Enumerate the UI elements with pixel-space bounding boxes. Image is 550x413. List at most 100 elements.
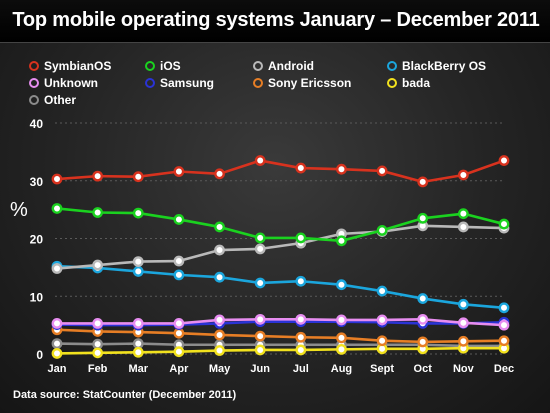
chart-title: Top mobile operating systems January – D… [12,9,540,31]
series-line [56,328,505,344]
x-tick-label: Nov [453,363,475,375]
legend-label: BlackBerry OS [402,59,486,73]
data-point [376,225,388,236]
data-point [336,279,347,291]
data-point [51,263,63,274]
y-tick-label: 40 [30,117,44,131]
data-point [336,314,347,326]
data-point [214,314,225,326]
data-point [132,256,144,267]
x-tick-label: Jun [250,363,270,375]
x-tick-label: Mar [128,363,148,375]
data-point [214,221,225,233]
data-point [173,214,185,225]
legend-marker [387,78,397,88]
data-point [417,212,429,224]
data-point [376,314,388,326]
data-point [132,346,144,358]
data-point [173,317,185,329]
legend-marker [253,78,263,88]
series-line [56,224,505,270]
data-point [376,285,388,297]
series-line [56,207,505,243]
source-note: Data source: StatCounter (December 2011) [13,389,237,401]
y-tick-label: 20 [30,233,44,247]
legend-marker [29,78,39,88]
data-point [336,163,347,175]
data-point [376,165,388,177]
x-tick-label: Apr [169,363,189,375]
legend-label: Unknown [44,76,98,90]
data-point [498,302,510,314]
data-point [92,259,104,271]
data-point [51,173,63,185]
legend-label: SymbianOS [44,59,111,73]
y-tick-label: 10 [30,290,44,304]
data-point [457,221,469,233]
data-point [336,343,347,355]
data-point [295,162,307,174]
data-point [214,345,225,356]
legend-marker [145,61,155,71]
data-point [92,347,104,359]
data-point [51,317,63,329]
legend-label: Sony Ericsson [268,76,351,90]
data-point [214,271,225,283]
data-point [295,232,307,244]
data-point [254,232,266,244]
data-point [254,330,266,342]
data-point [295,344,307,356]
data-point [498,155,510,166]
legend-marker [253,61,263,71]
legend-marker [145,78,155,88]
data-point [417,176,429,188]
data-point [457,298,469,310]
legend-label: iOS [160,59,181,73]
x-tick-label: Jul [293,363,309,375]
data-point [457,169,469,181]
x-tick-label: Jan [48,363,67,375]
data-point [132,338,144,350]
legend-marker [387,61,397,71]
data-point [376,335,388,347]
data-point [254,155,266,166]
series-line [56,346,504,355]
data-point [132,317,144,329]
data-point [173,166,185,177]
y-tick-label: 30 [30,175,44,189]
data-point [498,218,510,230]
data-point [417,293,429,304]
data-point [295,275,307,287]
data-point [254,344,266,356]
legend-label: Other [44,93,76,107]
data-point [336,235,347,247]
series-line [56,342,504,348]
legend-label: bada [402,76,430,90]
data-point [254,243,266,255]
data-point [92,207,104,218]
x-tick-label: Oct [414,363,433,375]
y-tick-label: 0 [36,348,43,362]
data-point [214,244,225,256]
data-point [92,170,104,182]
data-point [132,207,144,219]
legend-label: Samsung [160,76,214,90]
series-line [56,264,505,310]
data-point [132,266,144,277]
title-bar: Top mobile operating systems January – D… [0,0,550,43]
series-line [56,159,505,184]
data-point [92,317,104,329]
data-point [254,277,266,289]
data-point [336,332,347,344]
data-point [51,338,63,350]
legend-label: Android [268,59,314,73]
data-point [173,269,185,281]
x-tick-label: Feb [88,363,108,375]
data-point [92,338,104,350]
data-point [295,313,307,325]
series-line [57,318,505,327]
data-point [214,168,225,180]
data-point [417,336,429,348]
